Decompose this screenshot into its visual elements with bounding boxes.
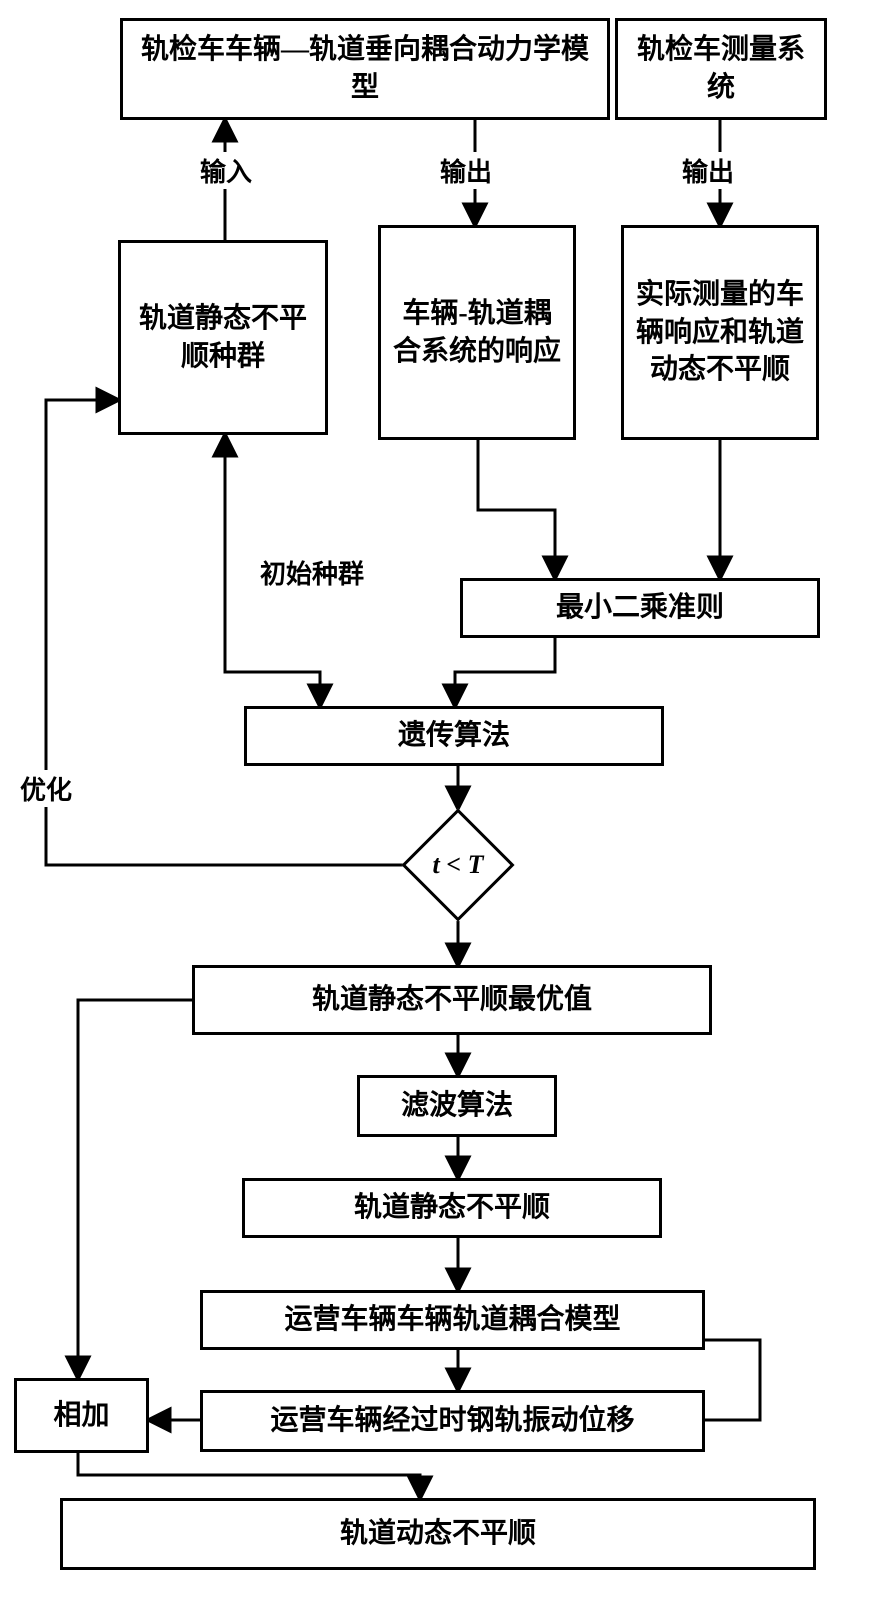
node-label: 最小二乘准则 xyxy=(556,589,724,627)
edge-n13-loop xyxy=(705,1340,760,1420)
node-add: 相加 xyxy=(14,1378,149,1453)
node-static-irr: 轨道静态不平顺 xyxy=(242,1178,662,1238)
node-filter: 滤波算法 xyxy=(357,1075,557,1137)
node-label: 轨道静态不平顺 xyxy=(354,1189,550,1227)
node-model: 轨检车车辆—轨道垂向耦合动力学模型 xyxy=(120,18,610,120)
node-dynamic-irr: 轨道动态不平顺 xyxy=(60,1498,816,1570)
edge-label-init: 初始种群 xyxy=(258,554,366,591)
node-optimal: 轨道静态不平顺最优值 xyxy=(192,965,712,1035)
edge-n14-n15 xyxy=(78,1453,420,1498)
edge-label-output: 输出 xyxy=(680,152,736,189)
node-label: 轨道动态不平顺 xyxy=(340,1515,536,1553)
node-label: 滤波算法 xyxy=(401,1087,513,1125)
node-label: t < T xyxy=(433,850,484,880)
edge-n4-n6 xyxy=(478,440,555,578)
node-oper-model: 运营车辆车辆轨道耦合模型 xyxy=(200,1290,705,1350)
node-label: 实际测量的车辆响应和轨道动态不平顺 xyxy=(634,276,806,389)
node-measure-system: 轨检车测量系统 xyxy=(615,18,827,120)
edge-n9-n14 xyxy=(78,1000,192,1378)
node-label: 运营车辆车辆轨道耦合模型 xyxy=(284,1301,620,1339)
node-rail-disp: 运营车辆经过时钢轨振动位移 xyxy=(200,1390,705,1452)
node-label: 轨道静态不平顺最优值 xyxy=(312,981,592,1019)
node-label: 轨道静态不平顺种群 xyxy=(131,300,315,376)
edge-label-opt: 优化 xyxy=(18,770,74,807)
edge-n8-loop xyxy=(46,400,418,865)
node-label: 轨检车车辆—轨道垂向耦合动力学模型 xyxy=(133,31,597,107)
node-ga: 遗传算法 xyxy=(244,706,664,766)
edge-label-input: 输入 xyxy=(198,152,254,189)
node-response: 车辆-轨道耦合系统的响应 xyxy=(378,225,576,440)
edge-label-output: 输出 xyxy=(438,152,494,189)
node-label: 轨检车测量系统 xyxy=(628,31,814,107)
node-label: 相加 xyxy=(53,1397,109,1435)
node-measured: 实际测量的车辆响应和轨道动态不平顺 xyxy=(621,225,819,440)
node-label: 运营车辆经过时钢轨振动位移 xyxy=(270,1402,634,1440)
flowchart-canvas: 轨检车车辆—轨道垂向耦合动力学模型 轨检车测量系统 轨道静态不平顺种群 车辆-轨… xyxy=(0,0,876,1611)
node-population: 轨道静态不平顺种群 xyxy=(118,240,328,435)
edge-n6-n7 xyxy=(455,638,555,706)
node-decision: t < T xyxy=(418,825,498,905)
node-label: 遗传算法 xyxy=(398,717,510,755)
node-lsq: 最小二乘准则 xyxy=(460,578,820,638)
node-label: 车辆-轨道耦合系统的响应 xyxy=(391,295,563,371)
